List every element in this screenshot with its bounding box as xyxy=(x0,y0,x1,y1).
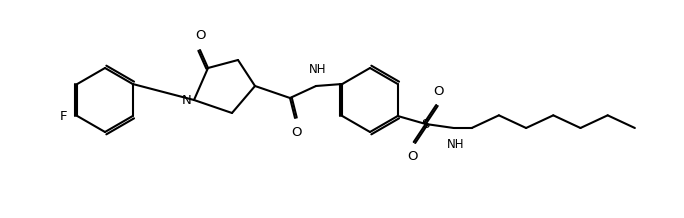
Text: O: O xyxy=(195,29,205,42)
Text: S: S xyxy=(421,118,430,131)
Text: O: O xyxy=(408,150,418,163)
Text: O: O xyxy=(434,85,444,98)
Text: NH: NH xyxy=(309,63,327,76)
Text: NH: NH xyxy=(447,138,464,151)
Text: F: F xyxy=(60,109,67,123)
Text: N: N xyxy=(182,94,192,107)
Text: O: O xyxy=(292,126,302,139)
